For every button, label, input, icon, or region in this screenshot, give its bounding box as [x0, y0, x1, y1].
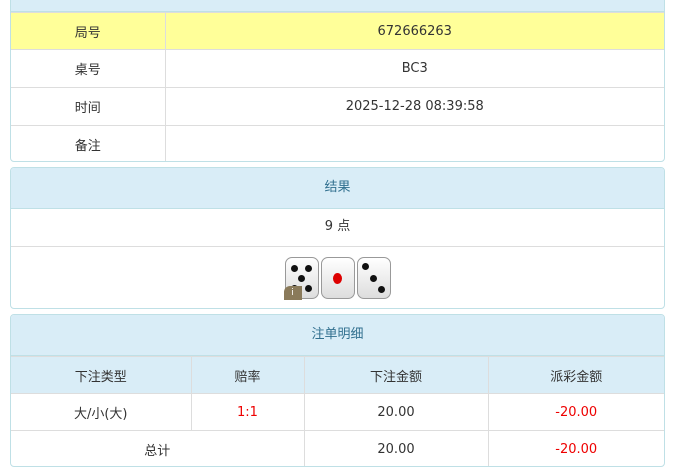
pip [305, 284, 313, 292]
pip [298, 274, 305, 282]
total-row: 总计 20.00 -20.00 [11, 430, 664, 466]
bet-amount: 20.00 [303, 393, 489, 431]
value: 2025-12-28 08:39:58 [164, 87, 664, 126]
pip [370, 274, 377, 282]
total-label: 总计 [11, 430, 305, 466]
row-round-no: 局号 672666263 [11, 12, 664, 50]
total-payout: -20.00 [487, 430, 664, 466]
col-odds: 赔率 [190, 356, 305, 394]
label: 备注 [11, 125, 166, 161]
payout: -20.00 [487, 393, 664, 431]
result-points: 9 点 [11, 209, 664, 247]
odds: 1:1 [190, 393, 305, 431]
row-time: 时间 2025-12-28 08:39:58 [11, 87, 664, 126]
result-panel: 结果 9 点 i [10, 167, 665, 309]
table-row: 大/小(大) 1:1 20.00 -20.00 [11, 393, 664, 431]
pip [305, 264, 313, 272]
row-remark: 备注 [11, 125, 664, 161]
value: 672666263 [164, 12, 664, 50]
info-badge: i [283, 286, 302, 300]
bet-detail-panel: 注单明细 下注类型 赔率 下注金额 派彩金额 大/小(大) 1:1 20.00 … [10, 314, 665, 467]
pip [362, 263, 369, 271]
row-table-no: 桌号 BC3 [11, 49, 664, 88]
round-info-panel: 局号 672666263 桌号 BC3 时间 2025-12-28 08:39:58 … [10, 0, 665, 162]
label: 局号 [11, 12, 166, 50]
result-title: 结果 [11, 168, 664, 209]
bet-detail-title: 注单明细 [11, 315, 664, 356]
total-amount: 20.00 [303, 430, 489, 466]
col-bet-amount: 下注金额 [303, 356, 489, 394]
pip [333, 272, 342, 284]
die-3-icon [356, 257, 391, 299]
pip [290, 264, 298, 272]
col-bet-type: 下注类型 [11, 356, 192, 394]
table-header: 下注类型 赔率 下注金额 派彩金额 [11, 356, 664, 394]
pip [378, 285, 385, 293]
dice-row: i [11, 247, 664, 308]
value [164, 125, 664, 161]
die-5-icon: i [283, 257, 319, 300]
die-1-icon [320, 257, 355, 299]
label: 时间 [11, 87, 166, 126]
col-payout: 派彩金额 [487, 356, 664, 394]
bet-type: 大/小(大) [11, 393, 192, 431]
panel-header [11, 0, 664, 12]
label: 桌号 [11, 49, 166, 88]
value: BC3 [164, 49, 664, 88]
